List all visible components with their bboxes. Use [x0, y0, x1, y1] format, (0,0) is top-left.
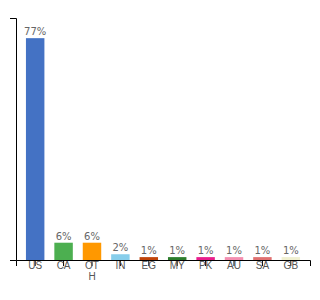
- data-label: 6%: [56, 231, 72, 242]
- x-tick-label: US: [28, 260, 42, 271]
- x-axis: US CA OTH IN EG MY PK AU SA GB: [17, 260, 311, 282]
- x-tick: AU: [227, 260, 241, 271]
- data-label: 2%: [112, 242, 128, 253]
- bars: [26, 38, 300, 260]
- x-tick-label-line: GB: [284, 260, 299, 271]
- plot: 77% 6% 6% 2% 1% 1% 1% 1% 1% 1% US CA OTH IN EG MY PK AU SA…: [10, 19, 311, 283]
- x-tick-label-line: PK: [199, 260, 213, 271]
- x-tick-label: IN: [115, 260, 125, 271]
- data-label: 1%: [226, 245, 242, 256]
- bar: [26, 38, 44, 260]
- data-label: 6%: [84, 231, 100, 242]
- data-label: 1%: [198, 245, 214, 256]
- x-tick: CA: [57, 260, 71, 271]
- y-axis-line: [10, 19, 17, 261]
- x-tick: SA: [256, 260, 270, 271]
- x-tick-label-line: CA: [57, 260, 71, 271]
- x-tick-label-line: MY: [170, 260, 185, 271]
- x-tick-label-line: US: [28, 260, 42, 271]
- data-label: 77%: [24, 26, 46, 37]
- x-tick: OTH: [85, 260, 99, 282]
- x-tick: EG: [142, 260, 157, 271]
- x-tick-label: CA: [57, 260, 71, 271]
- data-labels: 77% 6% 6% 2% 1% 1% 1% 1% 1% 1%: [24, 26, 299, 256]
- data-label: 1%: [254, 245, 270, 256]
- bar: [83, 243, 101, 260]
- x-tick: US: [28, 260, 42, 271]
- x-tick-label: AU: [227, 260, 241, 271]
- x-tick-label-line: H: [88, 271, 95, 282]
- x-tick-label-line: OT: [85, 260, 99, 271]
- chart: 77% 6% 6% 2% 1% 1% 1% 1% 1% 1% US CA OTH IN EG MY PK AU SA…: [0, 0, 320, 300]
- x-tick-label: GB: [284, 260, 299, 271]
- x-tick-label: EG: [142, 260, 157, 271]
- data-label: 1%: [283, 245, 299, 256]
- x-tick-label: OTH: [85, 260, 99, 282]
- bar: [54, 243, 72, 260]
- x-tick: PK: [199, 260, 213, 271]
- data-label: 1%: [141, 245, 157, 256]
- x-tick-label-line: IN: [115, 260, 125, 271]
- data-label: 1%: [169, 245, 185, 256]
- x-tick-label-line: EG: [142, 260, 157, 271]
- x-tick-label: SA: [256, 260, 270, 271]
- x-tick-label-line: AU: [227, 260, 241, 271]
- x-tick-label: MY: [170, 260, 185, 271]
- x-tick: GB: [284, 260, 299, 271]
- y-axis: [10, 19, 17, 261]
- x-tick: IN: [115, 260, 125, 271]
- x-tick-label-line: SA: [256, 260, 270, 271]
- x-tick: MY: [170, 260, 185, 271]
- x-tick-label: PK: [199, 260, 213, 271]
